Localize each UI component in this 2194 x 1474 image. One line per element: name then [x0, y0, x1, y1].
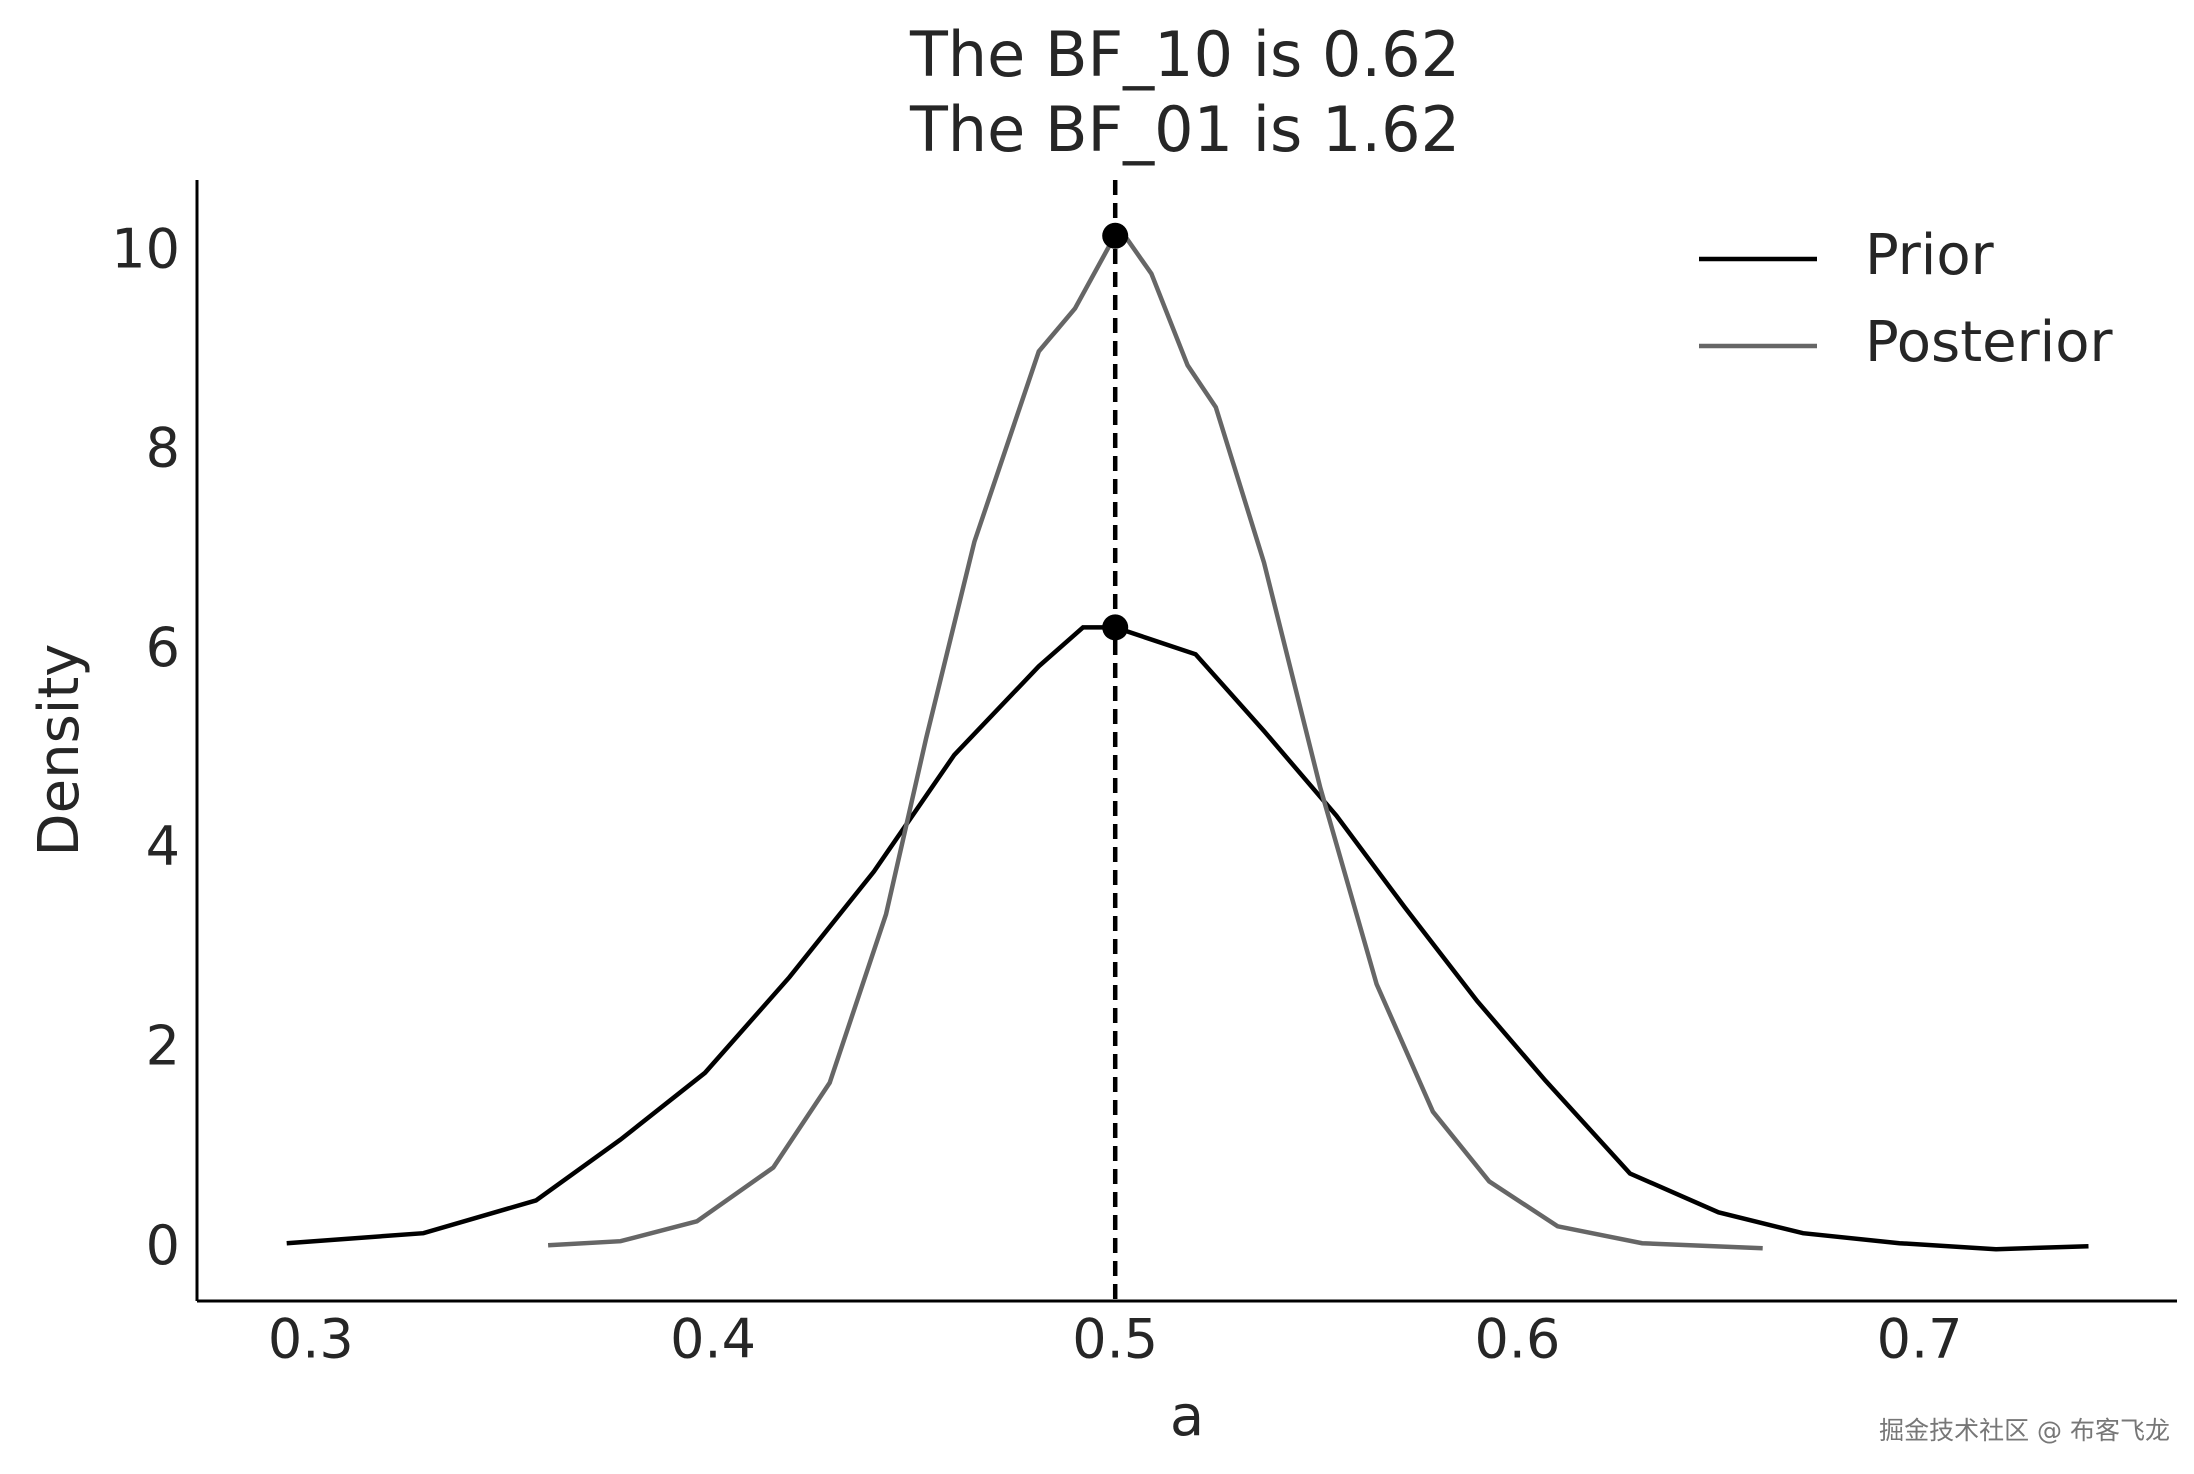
y-axis-label: Density	[27, 644, 92, 857]
chart-title: The BF_01 is 1.62	[909, 93, 1460, 166]
y-tick-label: 8	[146, 417, 180, 480]
chart-title: The BF_10 is 0.62	[909, 18, 1460, 91]
y-tick-label: 0	[146, 1214, 180, 1277]
marker	[1102, 614, 1129, 641]
x-tick-label: 0.3	[268, 1308, 354, 1371]
y-tick-label: 4	[146, 815, 180, 878]
x-tick-label: 0.6	[1474, 1308, 1560, 1371]
y-tick-label: 6	[146, 616, 180, 679]
x-tick-label: 0.5	[1072, 1308, 1158, 1371]
watermark: 掘金技术社区 @ 布客飞龙	[1879, 1416, 2170, 1445]
x-tick-label: 0.7	[1877, 1308, 1963, 1371]
density-line	[547, 223, 1763, 1251]
legend-label: Prior	[1865, 223, 1995, 288]
density-line	[286, 625, 2089, 1252]
legend-label: Posterior	[1865, 310, 2113, 375]
marker	[1102, 222, 1129, 249]
y-tick-label: 10	[111, 217, 180, 280]
x-tick-label: 0.4	[670, 1308, 756, 1371]
x-axis-label: a	[1170, 1384, 1204, 1449]
y-tick-label: 2	[146, 1015, 180, 1078]
